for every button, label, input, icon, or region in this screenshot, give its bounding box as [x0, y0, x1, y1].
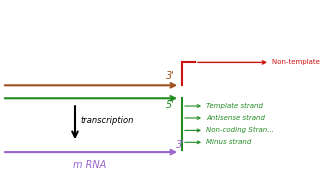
Text: Non-template St...: Non-template St... — [272, 59, 320, 65]
Text: Non-coding Stran...: Non-coding Stran... — [206, 127, 274, 133]
Text: Minus strand: Minus strand — [206, 139, 252, 145]
Text: Antisense strand: Antisense strand — [206, 115, 265, 121]
Text: 5': 5' — [166, 100, 175, 110]
Text: 3': 3' — [176, 140, 184, 150]
Text: Coding and   tamplet: Coding and tamplet — [0, 16, 320, 44]
Text: transcription: transcription — [80, 116, 133, 125]
Text: m RNA: m RNA — [73, 160, 107, 170]
Text: Template strand: Template strand — [206, 103, 263, 109]
Text: 3': 3' — [166, 71, 175, 81]
